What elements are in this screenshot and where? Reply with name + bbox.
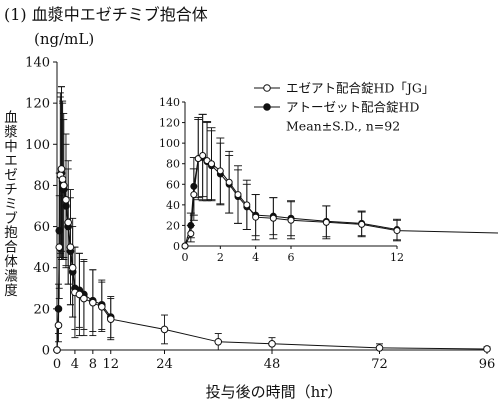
inset-data-point-1: [393, 227, 401, 235]
x-tick-label: 96: [479, 357, 496, 372]
x-axis-label: 投与後の時間（hr）: [206, 383, 343, 401]
inset-data-point-1: [358, 220, 366, 228]
inset-y-tick-label: 100: [159, 137, 180, 150]
y-axis-unit: (ng/mL): [34, 30, 94, 48]
y-axis-label-char: 濃: [4, 268, 18, 284]
x-tick-label: 8: [89, 357, 97, 372]
data-point-1: [268, 340, 276, 348]
inset-x-tick-label: 2: [217, 251, 224, 264]
y-tick-label: 40: [33, 261, 50, 276]
y-tick-label: 140: [25, 56, 50, 71]
data-point-1: [55, 243, 64, 251]
y-axis-label-char: 中: [4, 139, 18, 155]
data-point-1: [54, 321, 63, 330]
x-tick-label: 12: [102, 357, 119, 372]
y-tick-label: 120: [25, 97, 50, 112]
inset-x-tick-label: 0: [182, 251, 189, 264]
legend-marker-1: [263, 84, 271, 92]
data-point-1: [64, 218, 72, 227]
y-axis-label-char: 血: [4, 110, 18, 126]
y-tick-label: 60: [33, 220, 50, 235]
x-tick-label: 24: [156, 357, 173, 372]
y-tick-label: 20: [33, 302, 50, 317]
inset-data-point-1: [225, 178, 233, 186]
inset-x-tick-label: 12: [390, 251, 404, 264]
legend-marker-2: [263, 103, 271, 111]
inset-y-tick-label: 140: [159, 96, 180, 109]
inset-data-point-1: [199, 151, 207, 159]
data-point-1: [89, 298, 97, 307]
y-axis-label-char: 抱: [4, 225, 18, 241]
data-point-1: [214, 337, 223, 346]
y-tick-label: 0: [42, 344, 50, 359]
inset-x-tick-label: 6: [288, 251, 295, 264]
chart-title: (1) 血漿中エゼチミブ抱合体: [4, 5, 208, 24]
data-point-1: [53, 346, 61, 354]
inset-background: [155, 94, 411, 272]
inset-data-point-1: [243, 201, 251, 209]
inset-data-point-1: [190, 191, 198, 199]
inset-y-tick-label: 120: [159, 117, 180, 130]
data-point-1: [66, 243, 75, 251]
x-tick-label: 48: [264, 357, 281, 372]
legend-label-1: エゼアト配合錠HD「JG」: [286, 81, 434, 96]
data-point-1: [57, 165, 66, 173]
inset-data-point-1: [287, 216, 295, 224]
y-axis-label-char: ミ: [4, 196, 18, 212]
y-tick-label: 80: [33, 179, 50, 194]
x-tick-label: 4: [71, 357, 79, 372]
data-point-1: [375, 344, 384, 352]
inset-data-point-1: [181, 242, 189, 250]
data-point-1: [58, 175, 67, 184]
data-point-1: [483, 345, 491, 353]
data-point-1: [160, 325, 169, 334]
inset-y-tick-label: 0: [173, 240, 180, 253]
x-tick-label: 0: [53, 357, 61, 372]
x-tick-label: 72: [371, 357, 388, 372]
inset-data-point-1: [252, 213, 260, 221]
inset-data-point-1: [216, 167, 224, 175]
inset-data-point-1: [208, 160, 215, 168]
y-axis-label-char: 体: [4, 254, 18, 270]
inset-data-point-1: [187, 230, 195, 238]
y-axis-label-char: 合: [4, 240, 18, 256]
data-point-1: [59, 181, 68, 190]
y-axis-label-char: ブ: [4, 210, 18, 227]
inset-y-tick-label: 80: [166, 158, 180, 171]
data-point-1: [62, 196, 70, 204]
inset-y-tick-label: 40: [166, 199, 180, 212]
data-point-1: [97, 303, 106, 311]
data-point-1: [106, 315, 115, 323]
data-point-1: [68, 263, 77, 272]
inset-y-tick-label: 60: [166, 178, 180, 191]
y-axis-label-char: 漿: [4, 124, 18, 140]
legend-stats-note: Mean±S.D., n=92: [286, 119, 400, 134]
inset-y-tick-label: 20: [166, 219, 180, 232]
y-axis-label-char: エ: [4, 153, 18, 169]
inset-data-point-1: [234, 191, 242, 199]
legend-label-2: アトーゼット配合錠HD: [286, 100, 419, 115]
inset-data-point-1: [269, 214, 277, 222]
y-tick-label: 100: [25, 138, 50, 153]
y-axis-label-char: チ: [4, 182, 18, 198]
data-point-1: [80, 294, 88, 303]
inset-x-tick-label: 4: [252, 251, 259, 264]
y-axis-label-char: ゼ: [4, 168, 18, 184]
y-axis-label-char: 度: [4, 283, 18, 299]
inset-data-point-1: [322, 218, 330, 226]
